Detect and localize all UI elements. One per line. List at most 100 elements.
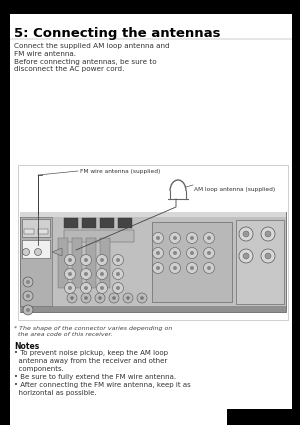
Circle shape (84, 272, 88, 276)
Circle shape (207, 266, 211, 270)
Bar (20, 212, 286, 217)
Circle shape (112, 283, 124, 294)
Circle shape (23, 305, 33, 315)
Circle shape (64, 269, 76, 280)
Circle shape (68, 258, 72, 262)
Bar (38, 229, 48, 234)
Circle shape (243, 231, 249, 237)
Bar (0, 0, 300, 14)
Circle shape (116, 286, 120, 290)
Text: AM loop antenna (supplied): AM loop antenna (supplied) (194, 187, 275, 192)
Bar (20, 217, 52, 306)
Text: 5: Connecting the antennas: 5: Connecting the antennas (14, 27, 220, 40)
Polygon shape (52, 248, 62, 256)
Bar (100, 218, 114, 228)
Circle shape (64, 255, 76, 266)
Bar (236, 220, 284, 304)
Circle shape (152, 232, 164, 244)
Bar (100, 238, 110, 288)
Circle shape (112, 255, 124, 266)
Circle shape (81, 293, 91, 303)
Circle shape (97, 283, 107, 294)
Circle shape (84, 296, 88, 300)
Circle shape (64, 283, 76, 294)
Text: • To prevent noise pickup, keep the AM loop
  antenna away from the receiver and: • To prevent noise pickup, keep the AM l… (14, 350, 191, 396)
Circle shape (22, 249, 29, 255)
Circle shape (156, 266, 160, 270)
Circle shape (265, 231, 271, 237)
Circle shape (203, 232, 214, 244)
Bar (64, 230, 134, 242)
Circle shape (116, 272, 120, 276)
Circle shape (156, 236, 160, 240)
Circle shape (100, 258, 104, 262)
Text: Notes: Notes (14, 342, 39, 351)
Circle shape (169, 247, 181, 258)
Circle shape (26, 280, 30, 284)
Bar (20, 306, 286, 312)
Circle shape (80, 283, 92, 294)
Bar (0, 14, 10, 425)
Circle shape (137, 293, 147, 303)
Circle shape (207, 251, 211, 255)
Text: FM wire antenna (supplied): FM wire antenna (supplied) (80, 169, 160, 174)
Circle shape (109, 293, 119, 303)
Circle shape (23, 277, 33, 287)
Bar (118, 218, 132, 228)
Circle shape (97, 255, 107, 266)
Bar (72, 238, 82, 288)
Circle shape (126, 296, 130, 300)
Circle shape (67, 293, 77, 303)
Bar (22, 240, 50, 258)
Bar (152, 222, 232, 302)
Bar (22, 219, 50, 237)
Bar (58, 238, 68, 288)
Circle shape (239, 227, 253, 241)
Bar (292, 14, 300, 425)
Circle shape (169, 232, 181, 244)
Circle shape (26, 308, 30, 312)
Circle shape (265, 253, 271, 259)
Circle shape (34, 249, 41, 255)
Circle shape (152, 247, 164, 258)
Circle shape (112, 296, 116, 300)
Circle shape (187, 263, 197, 274)
Circle shape (84, 258, 88, 262)
Circle shape (80, 269, 92, 280)
Circle shape (207, 236, 211, 240)
Circle shape (173, 266, 177, 270)
Circle shape (140, 296, 144, 300)
Bar (82, 218, 96, 228)
Circle shape (97, 269, 107, 280)
Bar (24, 229, 34, 234)
Circle shape (123, 293, 133, 303)
Circle shape (190, 236, 194, 240)
Circle shape (70, 296, 74, 300)
Circle shape (190, 251, 194, 255)
Circle shape (190, 266, 194, 270)
Circle shape (173, 251, 177, 255)
Circle shape (26, 294, 30, 298)
Circle shape (95, 293, 105, 303)
Text: Connect the supplied AM loop antenna and
FM wire antenna.
Before connecting ante: Connect the supplied AM loop antenna and… (14, 43, 169, 72)
Circle shape (112, 269, 124, 280)
Circle shape (98, 296, 102, 300)
Bar (20, 212, 286, 312)
Bar (86, 238, 96, 288)
Circle shape (239, 249, 253, 263)
Circle shape (100, 286, 104, 290)
Circle shape (23, 291, 33, 301)
Bar (227, 409, 292, 425)
Circle shape (100, 272, 104, 276)
Circle shape (156, 251, 160, 255)
Circle shape (203, 263, 214, 274)
Circle shape (169, 263, 181, 274)
Circle shape (261, 227, 275, 241)
Bar (64, 218, 78, 228)
Circle shape (203, 247, 214, 258)
Circle shape (80, 255, 92, 266)
Circle shape (187, 247, 197, 258)
Circle shape (173, 236, 177, 240)
Circle shape (187, 232, 197, 244)
Circle shape (68, 286, 72, 290)
